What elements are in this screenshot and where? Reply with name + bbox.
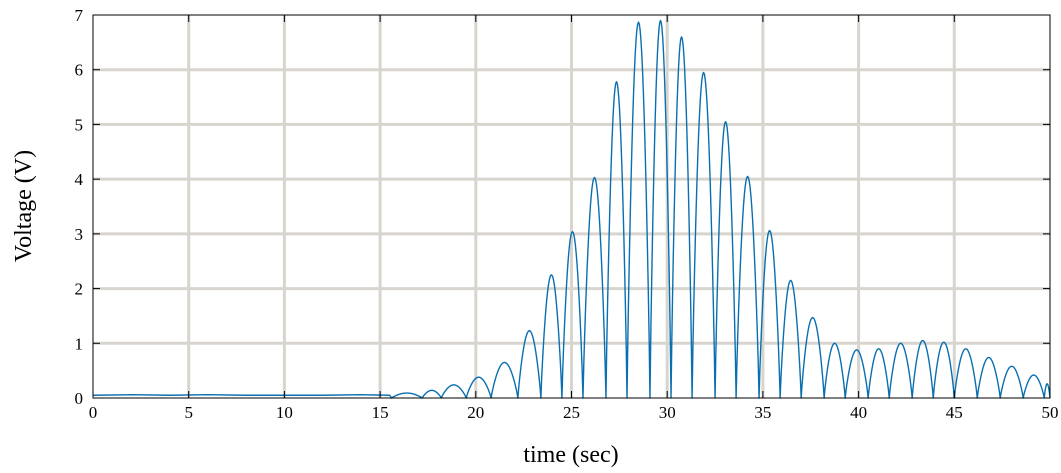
y-tick-label: 5 bbox=[75, 115, 84, 134]
y-tick-label: 1 bbox=[75, 334, 84, 353]
y-tick-label: 4 bbox=[75, 170, 84, 189]
series-layer bbox=[92, 19, 1051, 399]
x-tick-labels: 0 5 10 15 20 25 30 35 40 45 50 bbox=[89, 403, 1059, 422]
y-tick-label: 6 bbox=[75, 61, 84, 80]
y-axis-label: Voltage (V) bbox=[11, 150, 37, 262]
x-tick-label: 35 bbox=[754, 403, 771, 422]
x-tick-label: 40 bbox=[850, 403, 867, 422]
x-tick-label: 30 bbox=[659, 403, 676, 422]
grid-lines bbox=[93, 15, 1050, 398]
x-tick-label: 15 bbox=[372, 403, 389, 422]
y-tick-label: 3 bbox=[75, 225, 84, 244]
y-tick-label: 0 bbox=[75, 389, 84, 408]
x-tick-label: 45 bbox=[946, 403, 963, 422]
x-axis-label: time (sec) bbox=[523, 442, 618, 468]
y-tick-label: 7 bbox=[75, 6, 84, 25]
x-tick-label: 0 bbox=[89, 403, 98, 422]
x-tick-label: 50 bbox=[1042, 403, 1059, 422]
x-tick-label: 10 bbox=[276, 403, 293, 422]
voltage-series-line bbox=[92, 19, 1051, 399]
x-tick-label: 20 bbox=[467, 403, 484, 422]
x-tick-label: 25 bbox=[563, 403, 580, 422]
y-tick-label: 2 bbox=[75, 280, 84, 299]
axis-ticks bbox=[92, 14, 1051, 399]
x-tick-label: 5 bbox=[184, 403, 193, 422]
y-tick-labels: 0 1 2 3 4 5 6 7 bbox=[75, 6, 84, 408]
